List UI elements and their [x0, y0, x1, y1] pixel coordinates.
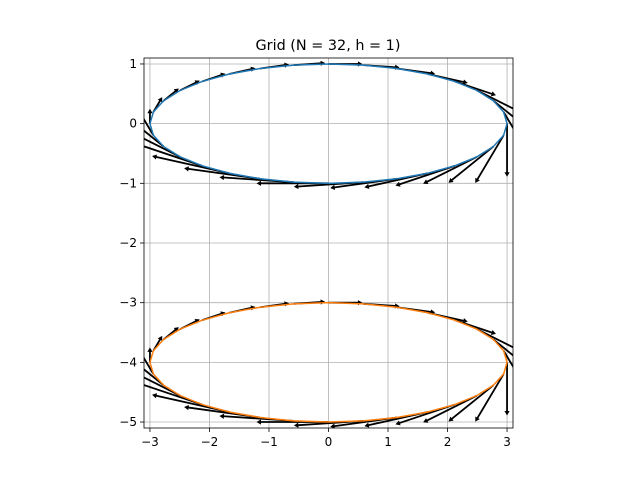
vector-arrow	[423, 155, 478, 185]
x-axis: −3 −2 −1 0 1 2 3	[141, 428, 511, 449]
y-tick-label: −1	[119, 176, 137, 190]
vector-arrow	[152, 335, 163, 352]
vector-arrow	[152, 97, 163, 113]
y-tick-label: 1	[129, 57, 137, 71]
vector-arrow	[152, 393, 230, 413]
vector-arrow	[504, 123, 510, 177]
vector-arrow	[147, 108, 153, 124]
vector-arrow	[144, 376, 181, 397]
y-tick-label: −2	[119, 236, 137, 250]
x-tick-label: 0	[325, 435, 333, 449]
vector-arrow	[448, 145, 495, 183]
y-tick-label: −3	[119, 296, 137, 310]
vector-arrow	[454, 319, 496, 335]
vector-arrow	[144, 137, 181, 158]
vector-arrow	[184, 405, 261, 419]
x-tick-label: 1	[384, 435, 392, 449]
x-tick-label: −1	[260, 435, 278, 449]
vector-arrow	[147, 347, 153, 363]
vector-arrow	[475, 373, 505, 422]
series-2	[144, 299, 513, 428]
y-axis: 1 0 −1 −2 −3 −4 −5	[119, 57, 144, 429]
vector-arrow	[492, 338, 513, 357]
vector-arrow	[144, 384, 203, 406]
x-tick-label: −3	[141, 435, 159, 449]
x-tick-label: −2	[201, 435, 219, 449]
series-1	[144, 60, 513, 190]
vector-arrow	[144, 368, 165, 386]
x-tick-label: 2	[444, 435, 452, 449]
y-tick-label: −5	[119, 415, 137, 429]
series-curve	[149, 301, 508, 423]
chart-title: Grid (N = 32, h = 1)	[256, 38, 401, 54]
vector-arrow	[492, 100, 513, 118]
vector-arrow	[152, 154, 230, 175]
vector-arrow	[454, 80, 496, 97]
vector-arrow	[184, 166, 261, 180]
y-tick-label: −4	[119, 355, 137, 369]
vector-arrow	[144, 145, 203, 167]
vector-arrow	[504, 362, 510, 416]
x-tick-label: 3	[503, 435, 511, 449]
series-curve	[149, 63, 508, 185]
vector-arrow	[423, 394, 478, 423]
vector-arrow	[256, 419, 329, 425]
vector-arrow	[144, 129, 165, 148]
plot-area	[144, 60, 513, 428]
vector-arrow	[475, 134, 505, 183]
y-tick-label: 0	[129, 117, 137, 131]
vector-arrow	[256, 180, 329, 186]
vector-arrow	[448, 384, 495, 422]
